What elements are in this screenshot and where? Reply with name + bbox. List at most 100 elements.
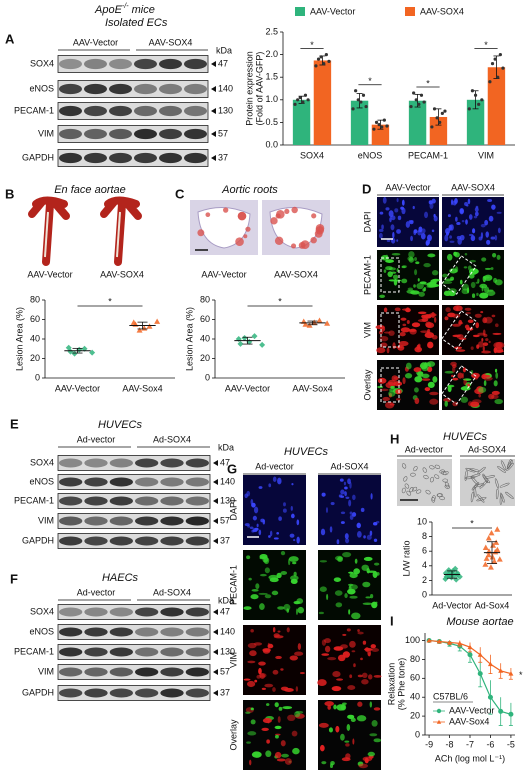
blot-band: [84, 516, 108, 526]
cell-signal: [379, 294, 386, 298]
cell-signal: [423, 286, 427, 292]
cell-signal: [479, 292, 489, 299]
cell-signal: [329, 526, 333, 533]
cell-signal: [349, 640, 356, 648]
cell-signal: [353, 568, 361, 575]
lane-header: Ad-SOX4: [153, 587, 191, 597]
blot-band: [134, 128, 157, 140]
cell-signal: [395, 389, 402, 395]
cell-signal: [247, 525, 251, 528]
blot-band: [159, 152, 182, 164]
y-tick-label: 0.0: [265, 139, 278, 149]
size-label: 130: [220, 646, 235, 656]
cell-signal: [351, 650, 356, 653]
cell-signal: [379, 232, 383, 239]
cell-signal: [324, 701, 335, 707]
cell-signal: [495, 341, 505, 349]
cell-signal: [428, 200, 433, 205]
data-point: [136, 327, 143, 333]
cell-signal: [255, 583, 260, 590]
significance-star: *: [470, 518, 474, 528]
cell-signal: [274, 702, 279, 708]
cell-signal: [386, 239, 391, 243]
cell-signal: [340, 489, 345, 495]
cell-signal: [483, 376, 493, 381]
cell-signal: [431, 270, 439, 276]
cell-signal: [321, 653, 330, 656]
data-point: [372, 127, 376, 131]
cell-signal: [293, 539, 296, 542]
cell-signal: [349, 595, 358, 599]
blot-band: [160, 647, 184, 657]
cell-signal: [449, 235, 452, 239]
cell-outline: [473, 486, 477, 498]
cell-signal: [272, 669, 279, 675]
cell-outline: [474, 483, 485, 488]
blot-band: [59, 607, 83, 617]
blot-band: [109, 536, 133, 546]
zoom-box: [441, 365, 477, 405]
cell-signal: [277, 716, 281, 723]
cell-signal: [447, 385, 452, 393]
cell-signal: [392, 231, 395, 239]
y-tick-label: 20: [200, 353, 210, 363]
cell-signal: [490, 394, 499, 399]
panel-letter: H: [390, 431, 399, 446]
blot-band: [59, 536, 83, 546]
cell-signal: [475, 322, 480, 329]
cell-signal: [373, 707, 381, 711]
y-tick-label: 0: [422, 589, 427, 599]
data-point: [477, 102, 481, 106]
row-label: PECAM-1: [14, 105, 54, 115]
cell-signal: [378, 330, 383, 335]
cell-signal: [254, 527, 259, 531]
cell-signal: [335, 602, 343, 608]
cell-signal: [497, 227, 501, 234]
cell-signal: [490, 267, 494, 270]
cell-signal: [427, 381, 435, 388]
cell-outline: [464, 470, 468, 481]
size-unit: kDa: [218, 595, 234, 605]
data-point: [493, 57, 497, 61]
blot-band: [134, 152, 157, 164]
cell-signal: [420, 330, 430, 333]
blot-band: [160, 688, 184, 698]
cell-signal: [472, 334, 480, 338]
cell-signal: [452, 366, 456, 373]
cell-signal: [318, 611, 324, 615]
cell-signal: [482, 275, 487, 283]
cell-signal: [401, 265, 408, 269]
size-label: 57: [220, 666, 230, 676]
data-point: [361, 93, 366, 97]
cell-signal: [431, 229, 435, 233]
row-label: Overlay: [362, 369, 372, 401]
x-tick-label: -9: [425, 739, 433, 749]
blot-band: [84, 105, 107, 117]
cell-signal: [458, 319, 463, 325]
cell-signal: [261, 727, 269, 731]
cell-signal: [341, 757, 351, 762]
x-tick-label: AAV-Sox4: [292, 383, 332, 393]
cell-signal: [268, 574, 279, 580]
cell-signal: [470, 346, 474, 350]
blot-band: [134, 105, 157, 117]
cell-signal: [424, 211, 429, 219]
blot-band: [184, 58, 207, 70]
data-point: [314, 64, 318, 68]
cell-signal: [253, 506, 259, 514]
blot-band: [185, 536, 209, 546]
cell-outline: [471, 482, 480, 491]
cell-signal: [460, 396, 469, 403]
cell-signal: [344, 740, 350, 743]
blot-band: [109, 627, 133, 637]
cell-signal: [455, 349, 466, 352]
error-bar: [307, 320, 318, 326]
data-point: [494, 526, 501, 532]
cell-signal: [357, 631, 364, 635]
cell-signal: [383, 269, 387, 273]
cell-signal: [249, 759, 252, 766]
cell-signal: [358, 763, 368, 769]
zoom-box: [380, 312, 400, 348]
cell-signal: [455, 266, 459, 273]
blot-band: [135, 667, 159, 677]
